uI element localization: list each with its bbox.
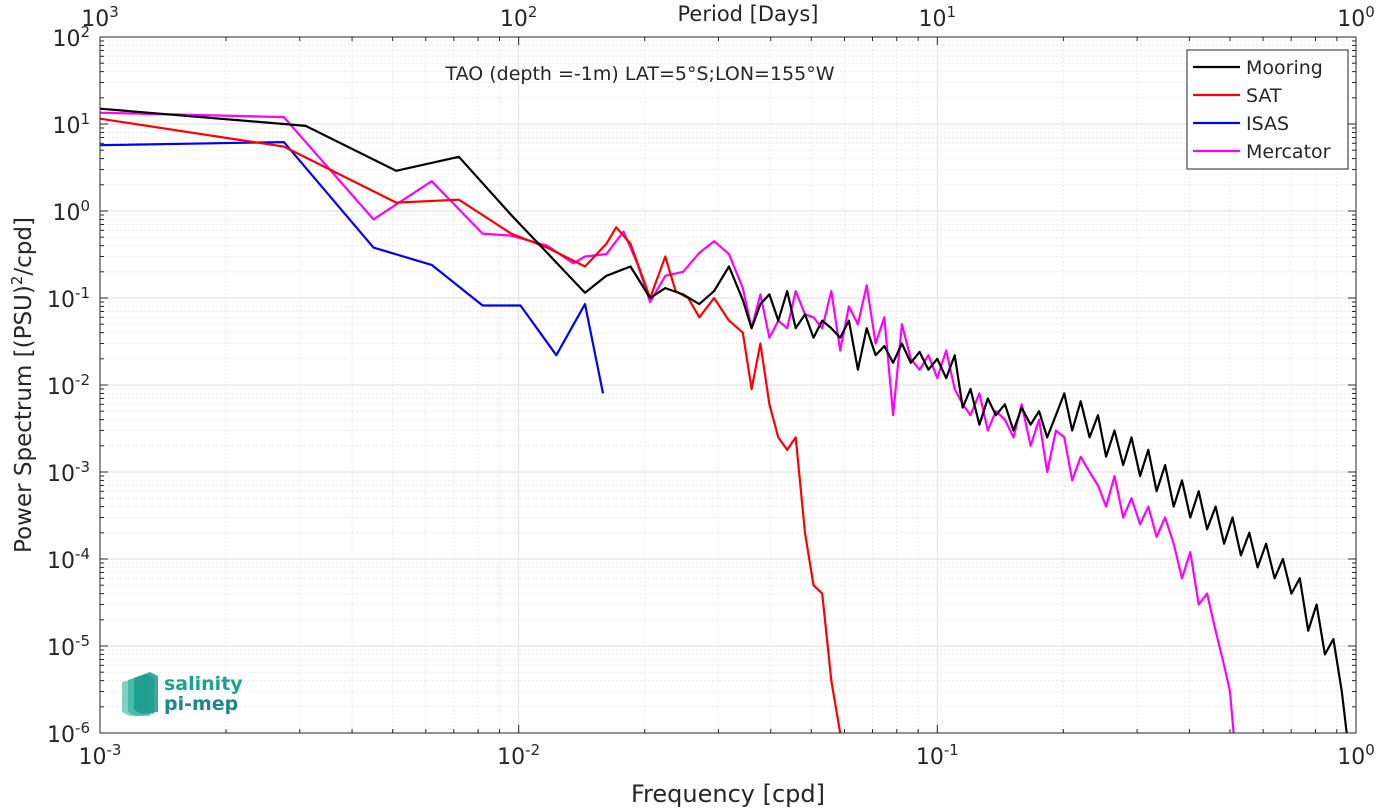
y-tick-label: 10-1 — [47, 284, 90, 313]
top-tick-label: 100 — [1337, 3, 1375, 32]
x-tick-label: 100 — [1337, 741, 1375, 770]
grid — [99, 37, 1356, 734]
x-axis-label: Frequency [cpd] — [631, 780, 825, 808]
x-tick-label: 10-3 — [79, 741, 122, 770]
logo-line-2: pi-mep — [164, 693, 239, 715]
top-tick-label: 102 — [500, 3, 538, 32]
y-tick-label: 10-5 — [47, 632, 90, 661]
y-tick-label: 10-2 — [47, 371, 90, 400]
top-axis-label: Period [Days] — [678, 2, 819, 26]
y-tick-label: 10-4 — [47, 545, 90, 574]
series-line-mooring — [99, 107, 1348, 734]
series-line-isas — [99, 141, 605, 394]
legend-box — [1186, 49, 1349, 170]
top-tick-label: 103 — [81, 3, 119, 32]
series-line-sat — [99, 117, 842, 734]
logo-line-1: salinity — [164, 673, 243, 695]
salinity-pi-mep-logo: salinity pi-mep — [116, 672, 256, 722]
y-tick-label: 101 — [52, 110, 90, 139]
top-tick-label: 101 — [919, 3, 957, 32]
legend-label-mooring: Mooring — [1246, 57, 1323, 79]
legend-label-isas: ISAS — [1246, 113, 1289, 135]
series-lines — [99, 107, 1348, 734]
legend-label-mercator: Mercator — [1246, 141, 1331, 163]
logo-text: salinity pi-mep — [164, 674, 243, 714]
y-tick-label: 102 — [52, 23, 90, 52]
legend-label-sat: SAT — [1246, 85, 1282, 107]
y-tick-label: 10-3 — [47, 458, 90, 487]
y-tick-label: 10-6 — [47, 719, 90, 748]
legend: Mooring SAT ISAS Mercator — [1186, 49, 1349, 170]
x-tick-label: 10-1 — [916, 741, 959, 770]
axis-ticks — [99, 36, 1357, 734]
x-tick-label: 10-2 — [497, 741, 540, 770]
series-line-mercator — [99, 111, 1235, 734]
y-tick-label: 100 — [52, 197, 90, 226]
chart-title: TAO (depth =-1m) LAT=5°S;LON=155°W — [444, 63, 834, 85]
logo-mark-icon — [122, 672, 158, 716]
y-axis-label: Power Spectrum [(PSU)2/cpd] — [8, 217, 37, 553]
